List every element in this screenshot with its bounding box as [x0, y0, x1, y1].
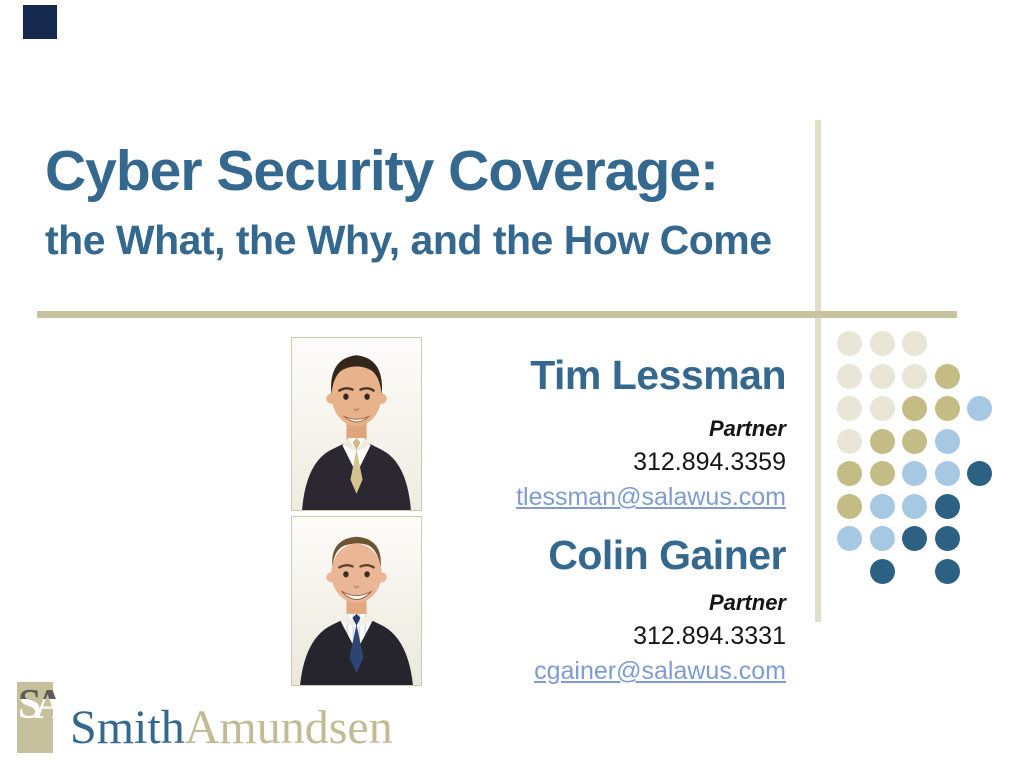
decor-dot	[837, 526, 862, 551]
decorative-dot-pattern	[837, 331, 993, 584]
decor-dot	[934, 461, 960, 486]
vertical-divider	[815, 120, 821, 622]
decor-dot	[837, 331, 862, 356]
decor-dot	[934, 363, 960, 389]
decor-dot	[869, 331, 895, 356]
logo-monogram-square: SA	[17, 682, 65, 753]
decor-dot	[869, 526, 895, 551]
speaker-name: Colin Gainer	[548, 532, 786, 578]
decor-dot	[902, 331, 927, 356]
decor-dot	[902, 461, 927, 486]
logo-monogram-sa: SA	[18, 682, 65, 728]
logo-word-amundsen: Amundsen	[184, 701, 393, 754]
decor-dot	[902, 428, 927, 454]
decor-dot	[869, 493, 895, 519]
speaker-role: Partner	[708, 590, 786, 615]
decor-dot	[902, 396, 927, 421]
decor-dot	[869, 461, 895, 486]
tim-lessman-portrait	[292, 338, 421, 510]
slide-title: Cyber Security Coverage:	[45, 139, 719, 203]
title-block: Cyber Security Coverage: the What, the W…	[45, 140, 825, 264]
decor-dot	[869, 558, 895, 584]
horizontal-divider	[37, 311, 957, 318]
decor-dot	[869, 428, 895, 454]
decor-dot	[934, 428, 960, 454]
decor-dot	[934, 526, 960, 551]
speaker-role: Partner	[708, 416, 786, 441]
decor-dot	[934, 493, 960, 519]
decor-dot	[837, 396, 862, 421]
decor-dot	[837, 428, 862, 454]
tim-lessman-photo	[291, 337, 422, 511]
decor-dot	[902, 363, 927, 389]
email-link-tlessman[interactable]: tlessman@salawus.com	[516, 483, 786, 511]
speaker-colin-gainer: Colin Gainer Partner 312.894.3331 cgaine…	[430, 529, 786, 689]
speaker-email: tlessman@salawus.com	[430, 480, 786, 515]
contact-block: Tim Lessman Partner 312.894.3359 tlessma…	[430, 349, 786, 689]
speaker-email: cgainer@salawus.com	[430, 654, 786, 689]
decor-dot	[967, 396, 992, 421]
decor-dot	[902, 526, 927, 551]
speaker-name: Tim Lessman	[530, 352, 786, 398]
decor-dot	[902, 493, 927, 519]
colin-gainer-portrait	[292, 517, 421, 685]
decor-dot	[934, 396, 960, 421]
decor-dot	[837, 461, 862, 486]
logo-wordmark: SmithAmundsen	[70, 702, 393, 754]
speaker-phone: 312.894.3331	[633, 622, 786, 650]
decor-dot	[837, 493, 862, 519]
speaker-tim-lessman: Tim Lessman Partner 312.894.3359 tlessma…	[430, 349, 786, 515]
email-link-cgainer[interactable]: cgainer@salawus.com	[534, 657, 786, 685]
colin-gainer-photo	[291, 516, 422, 686]
decor-dot	[869, 363, 895, 389]
decor-dot	[967, 461, 992, 486]
decor-dot	[934, 558, 960, 584]
speaker-phone: 312.894.3359	[633, 448, 786, 476]
decor-dot	[869, 396, 895, 421]
corner-accent-square	[23, 5, 57, 39]
decor-dot	[837, 363, 862, 389]
slide-subtitle: the What, the Why, and the How Come	[45, 217, 772, 263]
logo-word-smith: Smith	[70, 701, 185, 754]
